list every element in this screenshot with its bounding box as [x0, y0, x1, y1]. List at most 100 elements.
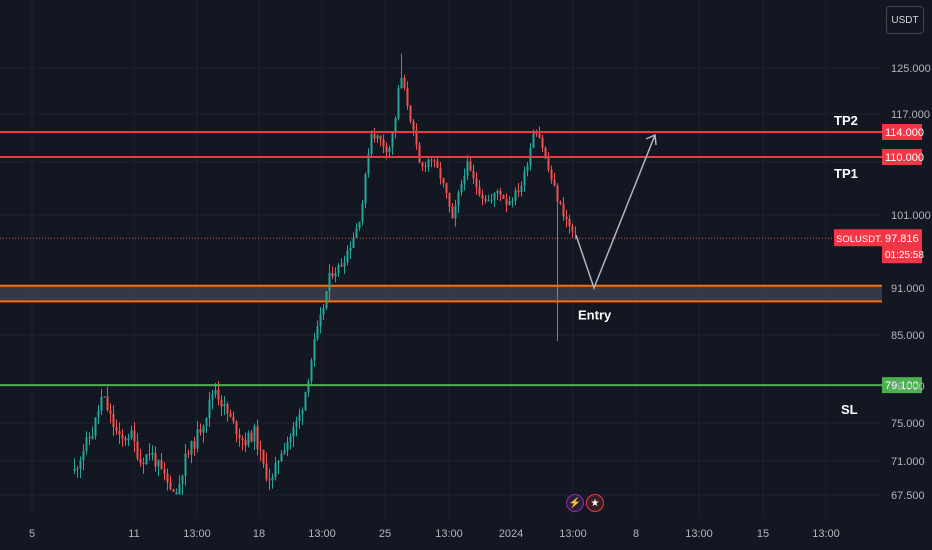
candle-body	[403, 77, 406, 89]
candle-body	[523, 171, 526, 186]
candle-body	[535, 133, 538, 135]
candle-body	[178, 483, 181, 495]
candle-body	[358, 221, 361, 229]
candle-body	[520, 185, 523, 193]
candle-body	[559, 201, 562, 204]
candle-body	[553, 179, 556, 186]
candle-body	[496, 190, 499, 194]
candle-body	[184, 453, 187, 476]
candle-body	[199, 429, 202, 433]
candle-body	[490, 199, 493, 201]
candle-body	[550, 169, 553, 180]
candle-body	[262, 449, 265, 464]
candle-body	[217, 389, 220, 400]
x-axis[interactable]: 5 11 13:00 18 13:00 25 13:00 2024 13:00 8 13:00 15 1…	[29, 528, 840, 540]
candle-body	[145, 454, 148, 464]
candle-body	[124, 438, 127, 441]
candle-body	[454, 205, 457, 219]
y-axis[interactable]: 125.000 117.000 101.000 91.000 85.000 79.000 7…	[891, 63, 931, 502]
candle-body	[130, 430, 133, 439]
candle-body	[160, 460, 163, 469]
candle-body	[433, 160, 436, 162]
candle-body	[463, 175, 466, 184]
candle-body	[319, 314, 322, 327]
x-tick-label: 13:00	[685, 528, 713, 540]
last-price-tag-value: 97.816	[885, 233, 919, 245]
candle-body	[187, 453, 190, 455]
projection-path	[575, 133, 657, 291]
candle-body	[460, 183, 463, 193]
candle-body	[301, 410, 304, 415]
candle-body	[430, 159, 433, 161]
candle-body	[133, 430, 136, 442]
symbol-price-tag: SOLUSDT.P 97.816 01:25:58	[834, 229, 924, 264]
candle-body	[118, 431, 121, 435]
levels: 114.000 TP2 110.000 TP1 79.100 SL	[0, 113, 924, 417]
candle-body	[376, 135, 379, 139]
candle-body	[346, 250, 349, 263]
candle-body	[292, 427, 295, 437]
candle-body	[232, 416, 235, 422]
candle-body	[445, 183, 448, 193]
candle-body	[469, 161, 472, 171]
candle-body	[385, 146, 388, 153]
candle-body	[175, 491, 178, 495]
candle-body	[235, 421, 238, 435]
candle-body	[244, 440, 247, 446]
candle-body	[499, 190, 502, 195]
level-tag-tp2	[882, 124, 922, 140]
candle-body	[406, 88, 409, 106]
candle-body	[526, 165, 529, 172]
level-tag-sl	[882, 377, 922, 394]
candle-body	[349, 247, 352, 251]
candle-body	[304, 391, 307, 411]
candle-body	[370, 133, 373, 154]
candle-body	[253, 426, 256, 442]
candle-body	[94, 417, 97, 436]
candle-body	[331, 272, 334, 277]
candle-body	[397, 88, 400, 119]
candle-body	[502, 194, 505, 199]
y-tick-label: 125.000	[891, 63, 931, 75]
level-label-tp2: TP2	[834, 113, 858, 128]
candle-body	[313, 338, 316, 361]
candle-body	[85, 437, 88, 452]
candle-body	[421, 162, 424, 167]
candle-body	[259, 448, 262, 450]
level-label-tp1: TP1	[834, 166, 858, 181]
x-tick-label: 15	[757, 528, 769, 540]
candle-body	[448, 192, 451, 207]
us-flag-icon[interactable]: ★	[586, 494, 604, 512]
last-price-tag-bg	[882, 229, 922, 264]
candle-body	[148, 454, 151, 456]
candle-body	[211, 394, 214, 400]
candle-body	[181, 475, 184, 484]
y-tick-label: 79.000	[891, 381, 925, 393]
candle-body	[250, 432, 253, 442]
candle-body	[547, 158, 550, 170]
candle-body	[334, 273, 337, 277]
candle-body	[265, 463, 268, 480]
candle-body	[100, 396, 103, 411]
candle-body	[325, 291, 328, 309]
candle-body	[394, 118, 397, 133]
candle-body	[127, 438, 130, 441]
candle-body	[106, 396, 109, 411]
currency-button[interactable]: USDT	[886, 6, 924, 34]
candle-body	[220, 399, 223, 407]
candle-body	[361, 203, 364, 222]
x-tick-label: 25	[379, 528, 391, 540]
candle-body	[157, 460, 160, 467]
candle-body	[280, 453, 283, 462]
candle-body	[310, 360, 313, 381]
candle-body	[508, 201, 511, 205]
arrow-head-icon	[645, 133, 657, 146]
candle-body	[88, 437, 91, 439]
candle-body	[484, 198, 487, 201]
lightning-icon[interactable]: ⚡	[566, 494, 584, 512]
candle-body	[364, 174, 367, 204]
candle-body	[574, 231, 577, 233]
x-tick-label: 5	[29, 528, 35, 540]
candle-body	[400, 77, 403, 89]
